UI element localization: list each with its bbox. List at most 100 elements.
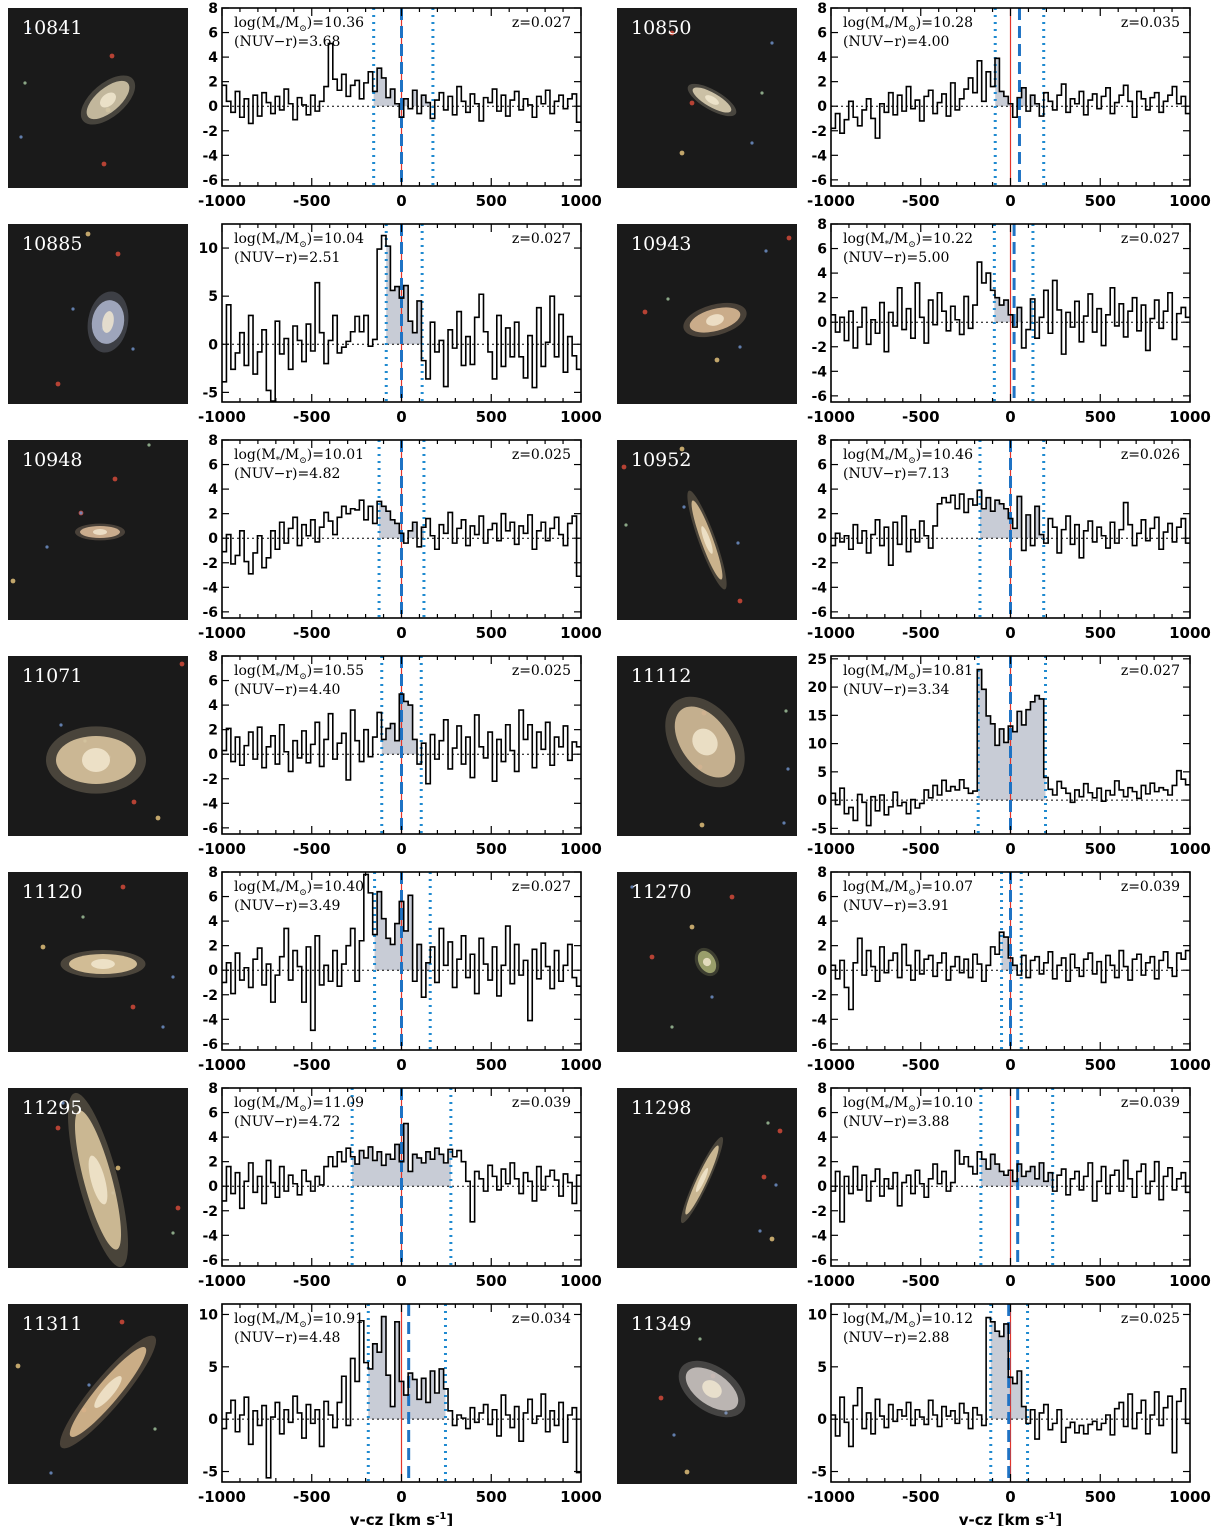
x-tick-label: 1000	[560, 408, 602, 426]
x-tick-label: 1000	[1169, 840, 1211, 858]
y-tick-label: 0	[817, 531, 827, 547]
x-tick-label: -500	[902, 1488, 940, 1506]
y-tick-label: 8	[208, 865, 218, 881]
y-tick-label: 4	[817, 266, 827, 282]
star-icon	[131, 347, 135, 351]
galaxy-core	[695, 1167, 709, 1193]
galaxy-core	[692, 728, 718, 756]
y-tick-label: 4	[817, 50, 827, 66]
star-icon	[130, 1004, 136, 1010]
star-icon	[684, 1469, 690, 1475]
y-tick-label: -2	[202, 556, 218, 572]
x-tick-label: 1000	[560, 1488, 602, 1506]
stellar-mass-label: log(M*/M⊙)=10.01	[234, 447, 364, 466]
plot-area	[222, 1088, 581, 1266]
spectrum-plot: -1000 -500 0 500 1000 -6 -4 -2 0 2 4 6 8 log(M*/M⊙)=1…	[807, 1, 1211, 210]
x-tick-label: 0	[396, 408, 406, 426]
y-tick-label: 5	[208, 1360, 218, 1376]
star-icon	[45, 545, 49, 549]
y-tick-label: 6	[817, 242, 827, 258]
plot-area	[831, 872, 1190, 1050]
stellar-mass-label: log(M*/M⊙)=10.40	[234, 879, 364, 898]
y-tick-label: 4	[208, 914, 218, 930]
color-label: (NUV−r)=3.49	[234, 898, 340, 914]
galaxy-id: 11071	[22, 665, 82, 687]
x-tick-label: 1000	[560, 192, 602, 210]
y-tick-label: 2	[817, 939, 827, 955]
x-tick-label: -1000	[198, 1272, 246, 1290]
y-tick-label: -4	[202, 1012, 218, 1028]
y-tick-label: -2	[202, 124, 218, 140]
x-tick-label: 0	[1005, 624, 1015, 642]
x-tick-label: -500	[902, 840, 940, 858]
galaxy-core	[706, 314, 724, 326]
stellar-mass-label: log(M*/M⊙)=10.81	[843, 663, 973, 682]
y-tick-label: 0	[817, 793, 827, 809]
y-tick-label: -4	[811, 148, 827, 164]
x-tick-label: 1000	[560, 1056, 602, 1074]
spectrum-line	[222, 42, 581, 125]
galaxy-id: 10850	[631, 17, 691, 39]
color-label: (NUV−r)=4.72	[234, 1114, 340, 1130]
spectrum-plot: -1000 -500 0 500 1000 -6 -4 -2 0 2 4 6 8 log(M*/M⊙)=1…	[198, 865, 602, 1074]
y-tick-label: 10	[808, 1307, 828, 1323]
star-icon	[670, 1025, 674, 1029]
y-tick-label: 8	[817, 433, 827, 449]
x-tick-label: -500	[293, 1056, 331, 1074]
y-tick-label: -2	[811, 988, 827, 1004]
x-tick-label: 500	[1085, 408, 1116, 426]
star-icon	[81, 915, 85, 919]
plot-area	[831, 656, 1190, 834]
y-tick-label: 0	[208, 747, 218, 763]
x-tick-label: 500	[476, 408, 507, 426]
x-tick-label: -1000	[198, 192, 246, 210]
star-icon	[27, 27, 31, 31]
stellar-mass-label: log(M*/M⊙)=10.36	[234, 15, 364, 34]
y-tick-label: 5	[208, 289, 218, 305]
x-tick-label: 1000	[1169, 1056, 1211, 1074]
star-icon	[682, 505, 686, 509]
galaxy-thumbnail: 10952	[617, 440, 797, 620]
x-axis-label: v-cz [km s-1]	[350, 1511, 453, 1526]
color-label: (NUV−r)=4.00	[843, 34, 949, 50]
plot-area	[831, 224, 1190, 402]
x-tick-label: 500	[476, 1056, 507, 1074]
star-icon	[760, 91, 764, 95]
stellar-mass-label: log(M*/M⊙)=10.91	[234, 1311, 364, 1330]
redshift-label: z=0.039	[1121, 879, 1180, 895]
galaxy-core	[100, 92, 116, 108]
x-tick-label: 500	[1085, 192, 1116, 210]
x-tick-label: 0	[396, 192, 406, 210]
color-label: (NUV−r)=7.13	[843, 466, 949, 482]
line-emission-fill	[994, 290, 1033, 323]
color-label: (NUV−r)=4.48	[234, 1330, 340, 1346]
stellar-mass-label: log(M*/M⊙)=10.55	[234, 663, 364, 682]
line-emission-fill	[352, 1123, 451, 1187]
y-tick-label: -2	[811, 340, 827, 356]
galaxy-core	[705, 95, 719, 105]
star-icon	[714, 357, 720, 363]
y-tick-label: -2	[202, 772, 218, 788]
spectrum-line	[831, 1316, 1190, 1454]
x-tick-label: -1000	[807, 192, 855, 210]
y-tick-label: 0	[208, 963, 218, 979]
star-icon	[115, 251, 121, 257]
galaxy-core	[701, 526, 713, 554]
spectrum-plot: -1000 -500 0 500 1000 -5 0 5 10 log(M*/M⊙)=10.04(…	[198, 223, 602, 426]
redshift-label: z=0.025	[1121, 1311, 1180, 1327]
star-icon	[689, 924, 695, 930]
redshift-label: z=0.027	[512, 231, 571, 247]
x-axis-label: v-cz [km s-1]	[959, 1511, 1062, 1526]
star-icon	[737, 598, 743, 604]
galaxy-id: 10943	[631, 233, 691, 255]
star-icon	[120, 884, 126, 890]
star-icon	[621, 464, 627, 470]
star-icon	[59, 723, 63, 727]
x-tick-label: -1000	[807, 624, 855, 642]
star-icon	[758, 1229, 762, 1233]
y-tick-label: 6	[208, 1106, 218, 1122]
y-tick-label: 5	[817, 765, 827, 781]
star-icon	[171, 1231, 175, 1235]
galaxy-thumbnail: 11298	[617, 1088, 797, 1268]
x-tick-label: 0	[1005, 1056, 1015, 1074]
